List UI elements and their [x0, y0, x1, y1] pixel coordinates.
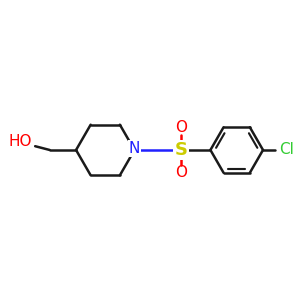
Text: O: O [175, 165, 187, 180]
Text: O: O [175, 120, 187, 135]
Text: HO: HO [9, 134, 32, 149]
Text: Cl: Cl [279, 142, 294, 158]
Text: N: N [129, 141, 140, 156]
Text: S: S [175, 141, 188, 159]
